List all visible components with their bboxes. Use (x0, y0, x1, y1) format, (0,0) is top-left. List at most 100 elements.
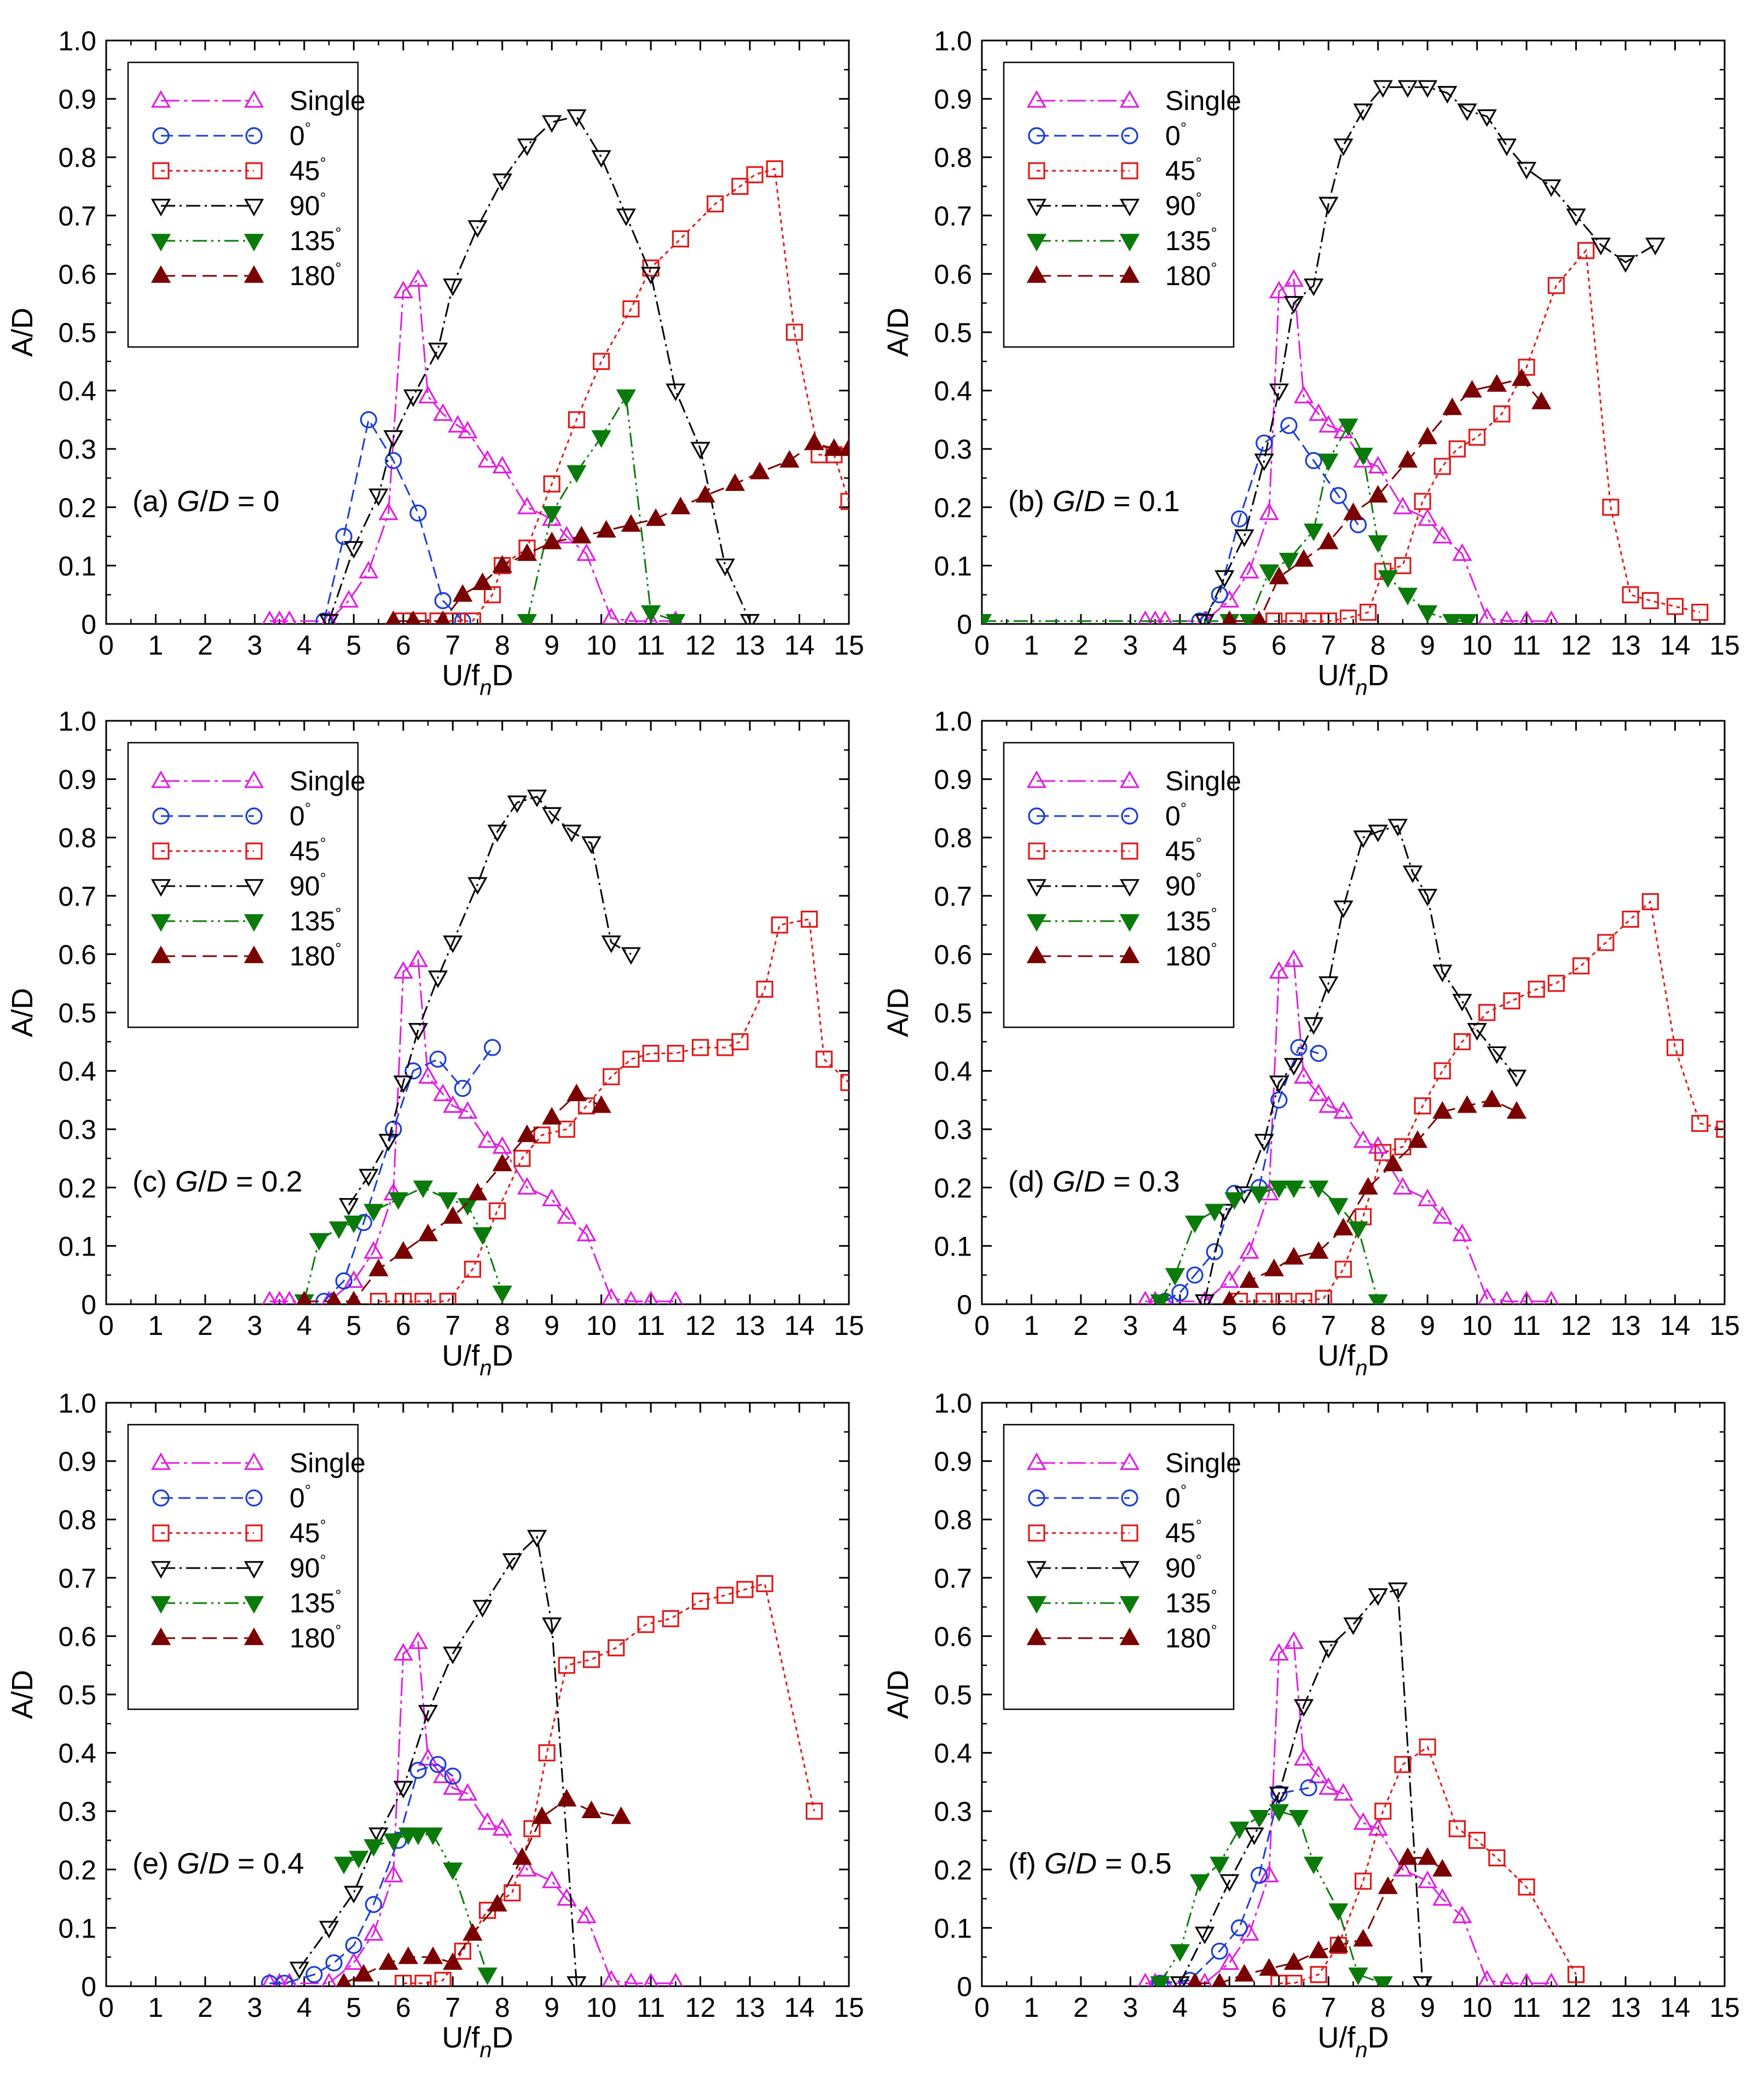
x-tick-label: 2 (198, 1992, 213, 2023)
data-point-45 (1547, 277, 1565, 294)
data-point-90 (1418, 888, 1438, 907)
legend-label-90: 90° (1165, 870, 1202, 901)
legend-marker-45 (152, 162, 170, 180)
data-point-45 (1572, 957, 1590, 975)
data-point-Single (418, 1748, 438, 1766)
data-point-90 (1194, 614, 1215, 624)
data-point-Single (1353, 1812, 1373, 1830)
data-point-45 (1394, 1756, 1412, 1773)
data-point-Single (1309, 1083, 1329, 1102)
x-tick-label: 0 (974, 630, 990, 661)
data-point-90 (739, 614, 760, 624)
data-point-45 (1433, 1062, 1451, 1080)
data-point-Single (1283, 269, 1304, 287)
data-point-Single (1318, 1095, 1339, 1113)
data-point-Single (492, 1818, 512, 1836)
data-point-45 (1547, 975, 1565, 992)
data-point-180 (385, 610, 401, 624)
data-point-0 (1171, 1284, 1189, 1302)
y-tick-label: 0 (957, 609, 972, 640)
y-axis-label: A/D (6, 1670, 39, 1719)
data-point-45 (1320, 612, 1337, 624)
data-point-45 (1597, 934, 1615, 951)
data-point-0 (434, 592, 452, 609)
data-point-Single (1137, 1973, 1153, 1986)
x-tick-label: 7 (445, 630, 460, 661)
data-point-90 (319, 1921, 339, 1939)
data-point-180 (1222, 610, 1237, 624)
legend-label-135: 135° (1165, 905, 1217, 936)
data-point-45 (1468, 429, 1486, 446)
x-tick-label: 9 (544, 630, 559, 661)
data-point-Single (1283, 949, 1304, 967)
data-point-180 (1378, 1876, 1398, 1894)
data-point-45 (1602, 499, 1620, 516)
panel-label: (e) G/D = 0.4 (132, 1847, 304, 1880)
data-point-90 (1283, 296, 1304, 314)
data-point-180 (354, 1964, 374, 1982)
data-point-Single (433, 403, 453, 421)
data-point-135 (329, 1221, 349, 1239)
legend-marker-45 (1121, 162, 1138, 180)
y-tick-label: 0.1 (58, 551, 96, 581)
data-point-90 (1244, 1827, 1264, 1846)
x-tick-label: 14 (784, 1310, 815, 1341)
series-line-45 (1239, 900, 1725, 1303)
data-point-Single (393, 281, 413, 299)
legend-marker-135 (1119, 234, 1140, 252)
data-point-45 (1295, 1293, 1312, 1304)
data-point-Single (1137, 1291, 1153, 1304)
series-line-Single (1145, 1640, 1552, 1985)
data-point-45 (816, 1050, 833, 1068)
data-point-135 (458, 1198, 478, 1216)
data-point-45 (395, 1293, 412, 1304)
data-point-Single (1353, 450, 1373, 468)
data-point-180 (1328, 1935, 1349, 1953)
x-tick-label: 8 (1370, 1310, 1386, 1341)
x-tick-label: 8 (495, 1310, 510, 1341)
data-point-Single (1269, 1643, 1289, 1661)
series-line-90 (1204, 825, 1518, 1302)
legend-label-135: 135° (1165, 224, 1217, 256)
x-tick-label: 5 (1222, 1310, 1237, 1341)
legend-marker-90 (1026, 1561, 1047, 1579)
data-point-90 (715, 558, 735, 576)
x-tick-label: 13 (734, 1992, 765, 2023)
data-point-135 (1328, 1903, 1349, 1921)
data-point-90 (507, 795, 528, 813)
legend-marker-45 (1121, 1524, 1138, 1542)
series-group (262, 109, 849, 624)
data-point-45 (756, 1575, 773, 1593)
data-point-90 (344, 541, 364, 559)
data-point-0 (335, 528, 352, 545)
x-axis-label: U/fnD (442, 2021, 513, 2062)
data-point-45 (538, 1744, 556, 1762)
y-axis-label: A/D (882, 988, 915, 1037)
legend-label-Single: Single (290, 1448, 366, 1478)
data-point-Single (576, 543, 597, 561)
data-point-135 (1249, 1186, 1269, 1204)
series-line-Single (1145, 278, 1552, 622)
y-tick-label: 0.1 (934, 551, 972, 581)
legend-marker-45 (1028, 1524, 1045, 1542)
data-point-Single (262, 610, 277, 624)
data-point-90 (408, 1023, 429, 1041)
data-point-Single (1269, 281, 1289, 299)
data-point-90 (542, 1617, 562, 1635)
data-point-Single (363, 1923, 384, 1941)
x-tick-label: 1 (148, 1310, 164, 1341)
x-tick-label: 1 (1024, 1310, 1039, 1341)
data-point-45 (568, 411, 586, 429)
data-point-45 (1419, 1738, 1436, 1756)
series-line-45 (378, 918, 849, 1303)
data-point-90 (666, 383, 686, 401)
x-tick-label: 12 (685, 630, 716, 661)
panel-f: 0 1 2 3 4 5 6 7 8 9 10 11 12 13 14 1500.10.20.30.40.50.… (882, 1388, 1740, 2062)
legend-marker-180 (151, 945, 171, 963)
x-tick-label: 10 (1462, 630, 1493, 661)
data-point-90 (289, 1962, 309, 1980)
y-tick-label: 0.7 (58, 881, 96, 912)
data-point-Single (1368, 1818, 1388, 1836)
data-point-0 (1152, 1975, 1169, 1986)
legend-marker-0 (245, 807, 263, 825)
